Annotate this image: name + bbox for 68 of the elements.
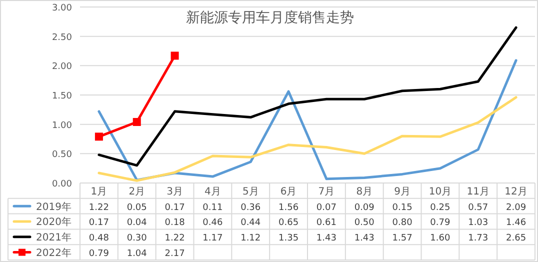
x-tick-label: 11月 bbox=[466, 186, 490, 198]
x-tick-label: 3月 bbox=[166, 186, 183, 198]
data-label: 0.44 bbox=[240, 218, 261, 228]
data-label: 0.79 bbox=[430, 218, 450, 228]
chart-title: 新能源专用车月度销售走势 bbox=[186, 10, 354, 26]
legend-label: 2022年 bbox=[36, 247, 72, 259]
data-label: 1.12 bbox=[240, 234, 261, 244]
data-label: 0.05 bbox=[126, 202, 147, 213]
data-label: 1.46 bbox=[506, 218, 526, 228]
y-tick-label: 1.50 bbox=[52, 92, 72, 102]
data-label: 0.46 bbox=[202, 218, 223, 228]
data-label: 0.17 bbox=[88, 218, 109, 228]
x-tick-label: 9月 bbox=[394, 186, 410, 198]
data-label: 1.56 bbox=[278, 202, 299, 213]
point bbox=[94, 132, 103, 141]
line-series bbox=[98, 96, 518, 182]
data-label: 0.25 bbox=[430, 202, 450, 213]
data-label: 1.04 bbox=[126, 249, 148, 259]
data-label: 0.65 bbox=[278, 218, 299, 228]
data-label: 0.04 bbox=[126, 218, 148, 228]
y-tick-label: 2.50 bbox=[52, 32, 72, 43]
data-label: 1.03 bbox=[468, 218, 488, 228]
data-label: 0.11 bbox=[202, 202, 223, 213]
y-tick-label: 2.00 bbox=[52, 62, 72, 72]
data-label: 0.50 bbox=[354, 218, 375, 228]
data-label: 1.22 bbox=[164, 234, 185, 244]
data-label: 0.17 bbox=[164, 202, 185, 213]
point bbox=[132, 118, 141, 126]
point bbox=[170, 52, 179, 60]
data-label: 1.43 bbox=[316, 234, 336, 244]
y-tick-label: 0.00 bbox=[52, 180, 72, 190]
x-tick-label: 1月 bbox=[90, 186, 108, 198]
data-label: 0.07 bbox=[316, 202, 336, 213]
legend-label: 2021年 bbox=[36, 232, 72, 244]
legend-label: 2019年 bbox=[36, 200, 72, 213]
data-label: 1.57 bbox=[392, 234, 412, 244]
x-tick-label: 4月 bbox=[204, 186, 221, 198]
data-label: 1.35 bbox=[278, 234, 299, 244]
data-label: 1.73 bbox=[468, 234, 488, 244]
y-tick-label: 1.00 bbox=[52, 120, 72, 131]
data-label: 1.43 bbox=[354, 234, 374, 244]
x-tick-label: 2月 bbox=[128, 186, 146, 198]
x-tick-label: 6月 bbox=[280, 186, 297, 198]
data-label: 0.79 bbox=[88, 249, 110, 259]
data-label: 2.65 bbox=[506, 234, 526, 244]
data-label: 2.17 bbox=[164, 249, 185, 259]
data-label: 0.09 bbox=[354, 202, 375, 213]
y-tick-label: 0.50 bbox=[52, 150, 72, 160]
data-label: 1.22 bbox=[88, 202, 109, 213]
x-tick-label: 12月 bbox=[504, 186, 528, 198]
data-label: 1.60 bbox=[430, 234, 450, 244]
data-label: 0.18 bbox=[164, 218, 186, 228]
data-label: 0.57 bbox=[468, 202, 488, 213]
data-label: 2.09 bbox=[506, 202, 526, 213]
x-tick-label: 10月 bbox=[428, 186, 452, 198]
x-tick-label: 8月 bbox=[356, 186, 373, 198]
data-label: 0.48 bbox=[88, 234, 110, 244]
data-label: 0.30 bbox=[126, 234, 148, 244]
data-label: 0.36 bbox=[240, 202, 261, 213]
data-label: 0.80 bbox=[392, 218, 413, 228]
data-label: 1.17 bbox=[202, 234, 223, 244]
x-tick-label: 5月 bbox=[242, 186, 259, 198]
legend-label: 2020年 bbox=[36, 216, 72, 228]
data-label: 0.15 bbox=[392, 202, 412, 213]
line-series bbox=[98, 26, 518, 167]
data-label: 0.61 bbox=[316, 218, 336, 228]
x-tick-label: 7月 bbox=[318, 186, 335, 198]
y-tick-label: 3.00 bbox=[52, 4, 72, 14]
